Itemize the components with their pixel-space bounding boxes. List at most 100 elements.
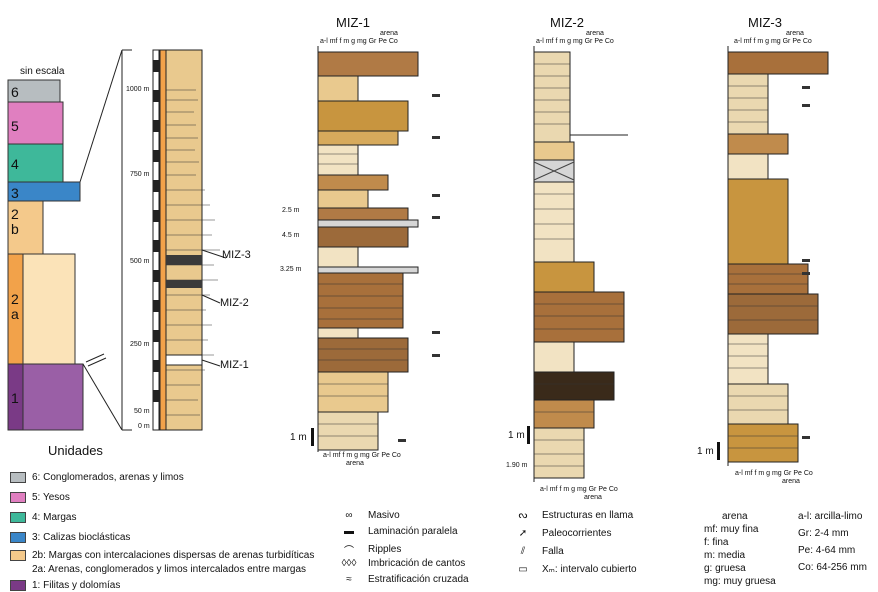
symbol-label: Masivo	[368, 510, 400, 521]
miz1-column	[317, 46, 440, 452]
symbol-label: Laminación paralela	[368, 526, 458, 537]
miz3-grain-bottom: a-l mf f m g mg Gr Pe Co	[735, 470, 813, 477]
depth-500: 500 m	[130, 258, 150, 265]
unit-1-fill	[22, 363, 84, 431]
symbol-label: Falla	[542, 546, 564, 557]
miz1-thick-2: 4.5 m	[282, 232, 300, 239]
grain-legend-item: Gr: 2-4 mm	[798, 528, 849, 539]
legend-label: 4: Margas	[32, 511, 77, 523]
legend-swatch	[10, 531, 26, 543]
miz3-arena-top: arena	[786, 30, 804, 37]
unit-2a-label: 2 a	[11, 291, 19, 322]
symbol-icon: ᔓ	[518, 510, 528, 521]
symbol-legend-item: ≈ Estratificación cruzada	[338, 574, 469, 585]
symbol-icon: ▬	[344, 526, 354, 537]
grain-legend-item: a-l: arcilla-limo	[798, 511, 863, 522]
miz1-arena-top: arena	[380, 30, 398, 37]
symbol-legend-item: ∞ Masivo	[338, 510, 400, 521]
unit-2b-block	[7, 200, 44, 255]
legend-swatch	[10, 511, 26, 523]
symbol-legend-item: ▭ Xₘ: intervalo cubierto	[512, 564, 637, 575]
pointer-miz2: MIZ-2	[220, 297, 249, 309]
grain-legend-item: f: fina	[704, 537, 729, 548]
legend-label: 1: Filitas y dolomías	[32, 579, 121, 591]
legend-swatch	[10, 549, 26, 561]
depth-50: 50 m	[134, 408, 150, 415]
unit-3-block	[7, 181, 81, 202]
miz3-grain-top: a-l mf f m g mg Gr Pe Co	[734, 38, 812, 45]
legend-label: 3: Calizas bioclásticas	[32, 531, 131, 543]
legend-label: 2a: Arenas, conglomerados y limos interc…	[32, 563, 307, 575]
symbol-legend-item: ⌒ Ripples	[338, 542, 401, 557]
legend-label: 2b: Margas con intercalaciones dispersas…	[32, 549, 315, 561]
legend-item: 5: Yesos	[10, 490, 70, 504]
miz3-title: MIZ-3	[748, 15, 782, 30]
grain-legend-item: mg: muy gruesa	[704, 576, 776, 587]
symbol-icon: ⌒	[344, 546, 354, 557]
miz1-thick-3: 3.25 m	[280, 266, 302, 273]
unit-5-block	[7, 101, 64, 145]
miz1-grain-bottom: a-l mf f m g mg Gr Pe Co	[323, 452, 401, 459]
depth-250: 250 m	[130, 341, 150, 348]
grain-legend-item: mf: muy fina	[704, 524, 759, 535]
symbol-icon: ▭	[518, 564, 528, 575]
symbol-legend-item: ◊◊◊ Imbricación de cantos	[338, 558, 466, 569]
symbol-icon: ➚	[518, 528, 528, 539]
legend-item: 2a: Arenas, conglomerados y limos interc…	[10, 562, 306, 576]
miz2-column	[533, 46, 628, 482]
legend-swatch	[10, 491, 26, 503]
legend-item: 3: Calizas bioclásticas	[10, 530, 130, 544]
legend-swatch	[10, 471, 26, 483]
unit-2b-label: 2 b	[11, 206, 19, 237]
grain-legend-item: g: gruesa	[704, 563, 746, 574]
legend-title: Unidades	[48, 443, 103, 458]
unit-3-label: 3	[11, 185, 19, 201]
symbol-label: Xₘ: intervalo cubierto	[542, 564, 637, 575]
miz1-arena-bottom: arena	[346, 460, 364, 467]
miz1-title: MIZ-1	[336, 15, 370, 30]
grain-legend-item: m: media	[704, 550, 746, 561]
miz1-scale-label: 1 m	[290, 432, 307, 443]
miz2-grain-bottom: a-l mf f m g mg Gr Pe Co	[540, 486, 618, 493]
miz1-scale-bar	[311, 428, 314, 446]
symbol-icon: ∞	[345, 510, 353, 521]
grain-legend-item: Pe: 4-64 mm	[798, 545, 856, 556]
miz1-thick-1: 2.5 m	[282, 207, 300, 214]
legend-item: 2b: Margas con intercalaciones dispersas…	[10, 548, 314, 562]
miz2-scale-bar	[527, 426, 530, 444]
symbol-label: Imbricación de cantos	[368, 558, 466, 569]
miz2-grain-top: a-l mf f m g mg Gr Pe Co	[536, 38, 614, 45]
symbol-icon: ≈	[346, 574, 352, 585]
symbol-icon: ⫽	[520, 546, 526, 557]
pointer-miz1: MIZ-1	[220, 359, 249, 371]
overview-column	[7, 49, 227, 431]
symbol-legend-item: ▬ Laminación paralela	[338, 526, 458, 537]
symbol-label: Estratificación cruzada	[368, 574, 469, 585]
unit-4-label: 4	[11, 156, 19, 172]
depth-750: 750 m	[130, 171, 150, 178]
miz2-arena-bottom: arena	[584, 494, 602, 501]
unit-5-label: 5	[11, 118, 19, 134]
miz3-column	[727, 46, 829, 466]
miz2-arena-top: arena	[586, 30, 604, 37]
miz2-scale-label: 1 m	[508, 430, 525, 441]
miz3-scale-label: 1 m	[697, 446, 714, 457]
grain-legend-item: Co: 64-256 mm	[798, 562, 867, 573]
miz2-thick-1: 1.90 m	[506, 462, 528, 469]
unit-6-label: 6	[11, 84, 19, 100]
unit-1-label: 1	[11, 390, 19, 406]
depth-1000: 1000 m	[126, 86, 150, 93]
legend-label: 5: Yesos	[32, 491, 70, 503]
symbol-legend-item: ᔓ Estructuras en llama	[512, 510, 634, 521]
symbol-legend-item: ➚ Paleocorrientes	[512, 528, 612, 539]
legend-item: 4: Margas	[10, 510, 76, 524]
legend-item: 6: Conglomerados, arenas y limos	[10, 470, 184, 484]
miz3-scale-bar	[717, 442, 720, 460]
symbol-label: Ripples	[368, 544, 402, 555]
symbol-label: Paleocorrientes	[542, 528, 612, 539]
miz2-title: MIZ-2	[550, 15, 584, 30]
scale-label: sin escala	[20, 66, 65, 77]
legend-swatch	[10, 579, 26, 591]
legend-label: 6: Conglomerados, arenas y limos	[32, 471, 184, 483]
pointer-miz3: MIZ-3	[222, 249, 251, 261]
